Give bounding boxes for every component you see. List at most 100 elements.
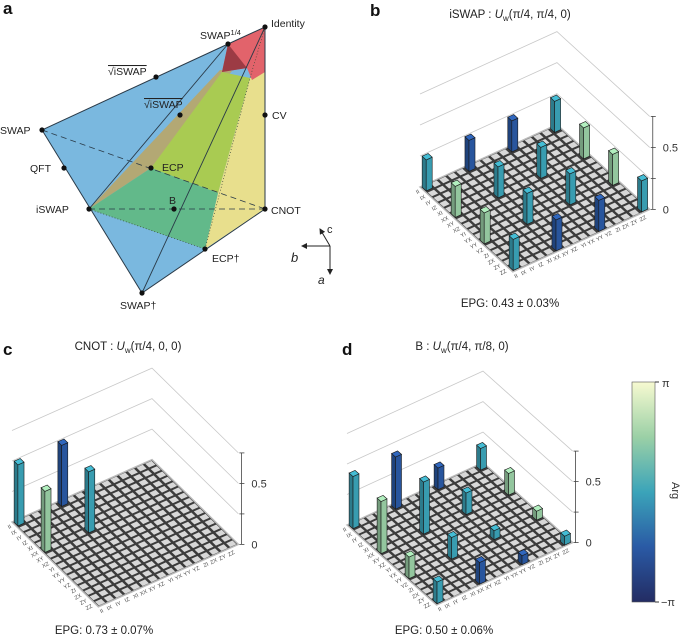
floor-cell xyxy=(526,256,537,263)
floor-cell xyxy=(568,212,579,220)
floor-cell xyxy=(208,548,219,555)
row-axis-label: XX xyxy=(30,550,40,559)
floor-cell xyxy=(199,513,210,521)
column-axis-label: YZ xyxy=(192,565,202,574)
column-axis-label: ZZ xyxy=(639,215,648,224)
floor-cell xyxy=(135,488,146,496)
floor-cell xyxy=(520,227,531,234)
floor-cell xyxy=(192,532,203,539)
floor-cell xyxy=(515,544,526,551)
floor-cell xyxy=(476,175,487,183)
floor-cell xyxy=(614,207,625,215)
column-axis-label: YZ xyxy=(604,230,614,239)
bar-front-face xyxy=(497,163,505,199)
floor-cell xyxy=(164,567,176,575)
floor-cell xyxy=(461,576,472,584)
floor-cell xyxy=(363,523,374,530)
row-axis-label: ZY xyxy=(493,263,502,272)
floor-cell xyxy=(553,164,565,171)
floor-cell xyxy=(140,555,151,563)
bar xyxy=(447,530,459,560)
bar-front-face xyxy=(569,170,577,206)
floor-cell xyxy=(524,137,536,145)
floor-cell xyxy=(153,518,164,526)
bar-front-face xyxy=(598,197,606,232)
bar-front-face xyxy=(380,498,388,555)
bar xyxy=(391,450,403,510)
column-axis-label: XZ xyxy=(493,579,503,588)
column-axis-label: ZY xyxy=(218,554,227,563)
bar-front-face xyxy=(641,177,648,213)
floor-cell xyxy=(148,513,159,521)
floor-cell xyxy=(582,190,594,198)
floor-cell xyxy=(556,131,567,138)
region-olive xyxy=(89,70,232,209)
floor-cell xyxy=(53,532,64,540)
bar-side-face xyxy=(522,189,528,226)
row-axis-label: ZY xyxy=(79,598,88,607)
floor-cell xyxy=(540,233,551,241)
floor-cell xyxy=(60,552,71,560)
floor-cell xyxy=(518,535,529,542)
column-axis-label: YX xyxy=(587,238,597,247)
floor-cell xyxy=(357,518,368,525)
column-axis-label: XY xyxy=(561,250,571,259)
floor-cell xyxy=(144,522,155,530)
floor-cell xyxy=(534,204,545,212)
floor-cell xyxy=(444,561,455,569)
floor-cell xyxy=(131,497,143,505)
floor-cell xyxy=(447,507,459,514)
bar-side-face xyxy=(433,463,439,491)
floor-cell xyxy=(537,541,549,549)
floor-cell xyxy=(499,196,510,204)
row-axis-label: XX xyxy=(366,552,376,561)
column-axis-label: XX xyxy=(553,254,563,263)
bar xyxy=(489,524,501,541)
floor-cell xyxy=(100,504,111,511)
floor-cell xyxy=(473,184,484,192)
floor-cell xyxy=(177,554,188,562)
row-axis-label: YI xyxy=(460,231,468,239)
floor-cell xyxy=(441,570,452,578)
floor-cell xyxy=(573,170,585,178)
floor-cell xyxy=(436,497,447,504)
floor-cell xyxy=(473,472,484,480)
bar xyxy=(560,529,572,546)
floor-cell xyxy=(468,203,479,210)
floor-cell xyxy=(49,541,60,549)
column-axis-label: IX xyxy=(520,269,528,277)
floor-cell xyxy=(103,594,114,602)
floor-cell xyxy=(439,200,450,207)
floor-cell xyxy=(617,198,628,206)
row-axis-label: XZ xyxy=(452,226,462,235)
floor-cell xyxy=(579,199,591,207)
floor-cell xyxy=(508,216,519,224)
floor-cell xyxy=(101,580,112,588)
floor-cell xyxy=(185,550,197,558)
floor-cell xyxy=(603,220,614,228)
floor-cell xyxy=(525,161,536,168)
panel-label-b: b xyxy=(370,1,380,20)
floor-cell xyxy=(430,537,441,545)
row-axis-label: IX xyxy=(419,194,427,202)
bar-front-face xyxy=(451,534,458,560)
floor-cell xyxy=(365,514,377,521)
bar-front-face xyxy=(465,489,473,516)
bar xyxy=(464,133,476,173)
floor-cell xyxy=(113,529,124,536)
floor-cell xyxy=(447,172,459,180)
row-axis-label: YZ xyxy=(63,582,73,591)
floor-cell xyxy=(98,589,109,597)
floor-cell xyxy=(63,543,75,551)
floor-cell xyxy=(90,531,101,539)
floor-cell xyxy=(501,543,512,550)
bar-front-face xyxy=(511,117,519,153)
floor-cell xyxy=(100,542,112,549)
floor-cell xyxy=(481,514,492,521)
floor-cell xyxy=(430,515,442,522)
floor-cell xyxy=(123,539,135,547)
bar-front-face xyxy=(583,124,590,160)
bar-top-face xyxy=(461,486,473,494)
floor-cell xyxy=(456,480,467,487)
floor-cell xyxy=(31,511,42,519)
